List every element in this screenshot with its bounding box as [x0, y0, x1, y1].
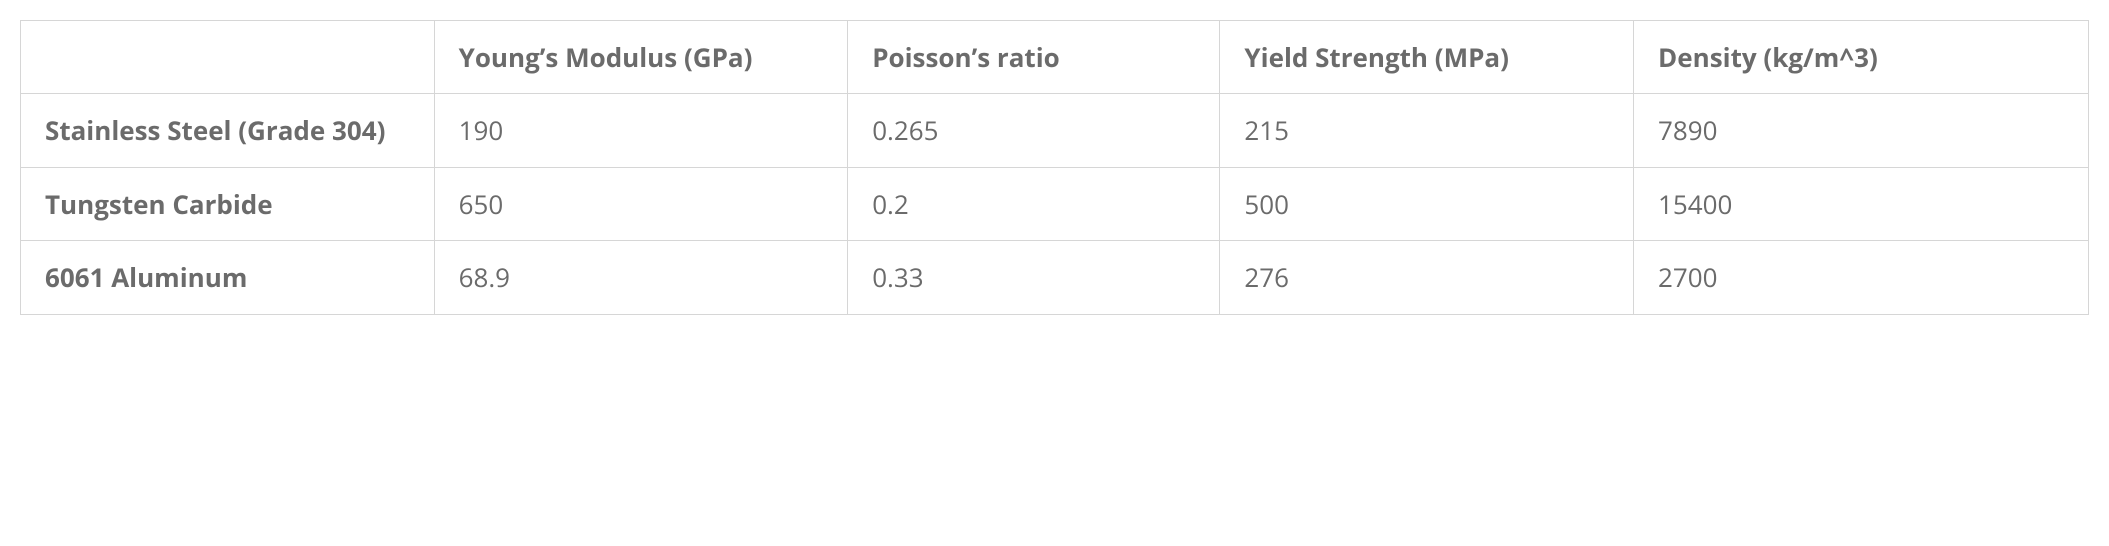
header-density: Density (kg/m^3) [1634, 21, 2089, 94]
cell-density: 15400 [1634, 167, 2089, 240]
cell-poisson: 0.33 [848, 241, 1220, 314]
cell-density: 7890 [1634, 94, 2089, 167]
header-poisson: Poisson’s ratio [848, 21, 1220, 94]
material-name: Tungsten Carbide [21, 167, 435, 240]
cell-youngs-modulus: 650 [434, 167, 848, 240]
header-row: Young’s Modulus (GPa) Poisson’s ratio Yi… [21, 21, 2089, 94]
cell-youngs-modulus: 190 [434, 94, 848, 167]
table-row: Tungsten Carbide 650 0.2 500 15400 [21, 167, 2089, 240]
table-row: 6061 Aluminum 68.9 0.33 276 2700 [21, 241, 2089, 314]
cell-yield: 215 [1220, 94, 1634, 167]
header-yield-strength: Yield Strength (MPa) [1220, 21, 1634, 94]
cell-yield: 500 [1220, 167, 1634, 240]
header-material [21, 21, 435, 94]
cell-yield: 276 [1220, 241, 1634, 314]
materials-table: Young’s Modulus (GPa) Poisson’s ratio Yi… [20, 20, 2089, 315]
table-row: Stainless Steel (Grade 304) 190 0.265 21… [21, 94, 2089, 167]
cell-poisson: 0.2 [848, 167, 1220, 240]
cell-density: 2700 [1634, 241, 2089, 314]
material-name: 6061 Aluminum [21, 241, 435, 314]
cell-poisson: 0.265 [848, 94, 1220, 167]
cell-youngs-modulus: 68.9 [434, 241, 848, 314]
table-header: Young’s Modulus (GPa) Poisson’s ratio Yi… [21, 21, 2089, 94]
table-body: Stainless Steel (Grade 304) 190 0.265 21… [21, 94, 2089, 314]
header-youngs-modulus: Young’s Modulus (GPa) [434, 21, 848, 94]
material-name: Stainless Steel (Grade 304) [21, 94, 435, 167]
